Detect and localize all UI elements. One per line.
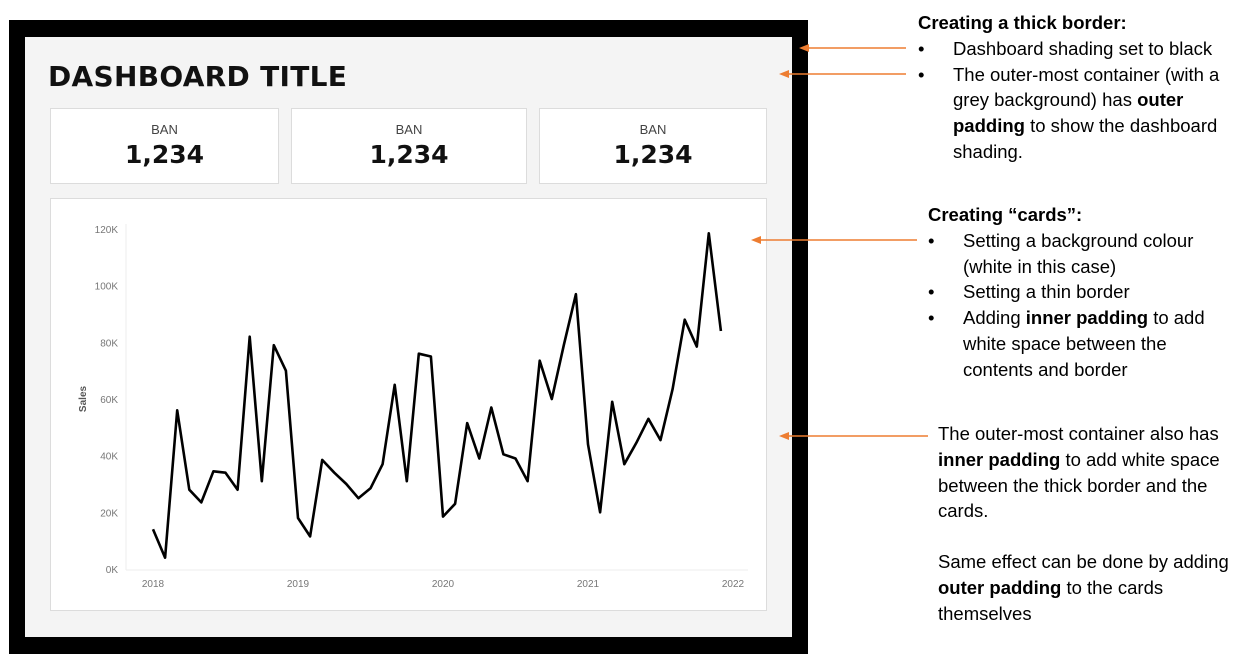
annotation-bullet: Adding inner padding to add white space … — [928, 305, 1228, 382]
y-tick-label: 20K — [100, 508, 118, 519]
chart-card: 0K 20K 40K 60K 80K 100K 120K 2018 2019 2020 2021 20… — [50, 198, 767, 611]
x-tick-label: 2020 — [432, 579, 455, 590]
ban-value: 1,234 — [613, 140, 693, 169]
ban-label: BAN — [639, 122, 667, 137]
ban-value: 1,234 — [124, 140, 205, 169]
annotation-heading: Creating “cards”: — [928, 204, 1083, 225]
ban-label: BAN — [395, 122, 423, 137]
x-tick-label: 2019 — [287, 579, 310, 590]
y-axis-label: Sales — [78, 385, 89, 412]
ban-card-3: BAN 1,234 — [539, 108, 767, 184]
annotation-paragraph: Same effect can be done by adding outer … — [938, 551, 1229, 624]
ban-card-2: BAN 1,234 — [291, 108, 527, 184]
annotation-bullet: The outer-most container (with a grey ba… — [918, 62, 1253, 165]
y-tick-label: 60K — [100, 395, 118, 406]
annotation-heading: Creating a thick border: — [918, 12, 1127, 33]
x-tick-label: 2018 — [142, 579, 165, 590]
sales-line-chart: 0K 20K 40K 60K 80K 100K 120K 2018 2019 2020 2021 20… — [78, 224, 748, 590]
annotation-inner-padding: The outer-most container also has inner … — [938, 421, 1250, 627]
x-tick-label: 2021 — [577, 579, 600, 590]
annotation-thick-border: Creating a thick border: Dashboard shadi… — [918, 10, 1253, 165]
x-tick-label: 2022 — [722, 579, 745, 590]
ban-card-1: BAN 1,234 — [50, 108, 279, 184]
y-tick-label: 40K — [100, 452, 118, 463]
annotation-cards: Creating “cards”: Setting a background c… — [928, 202, 1228, 383]
y-tick-label: 100K — [95, 282, 119, 293]
sales-series-line — [151, 231, 723, 560]
y-tick-label: 80K — [100, 338, 118, 349]
annotation-bullet: Dashboard shading set to black — [918, 36, 1253, 62]
annotation-paragraph: The outer-most container also has inner … — [938, 423, 1220, 522]
y-tick-label: 0K — [106, 565, 119, 576]
annotation-bullet: Setting a background colour (white in th… — [928, 228, 1228, 280]
y-tick-label: 120K — [95, 225, 119, 236]
ban-label: BAN — [151, 122, 178, 137]
ban-value: 1,234 — [369, 140, 449, 169]
annotation-bullet: Setting a thin border — [928, 279, 1228, 305]
dashboard-title: DASHBOARD TITLE — [48, 60, 348, 93]
